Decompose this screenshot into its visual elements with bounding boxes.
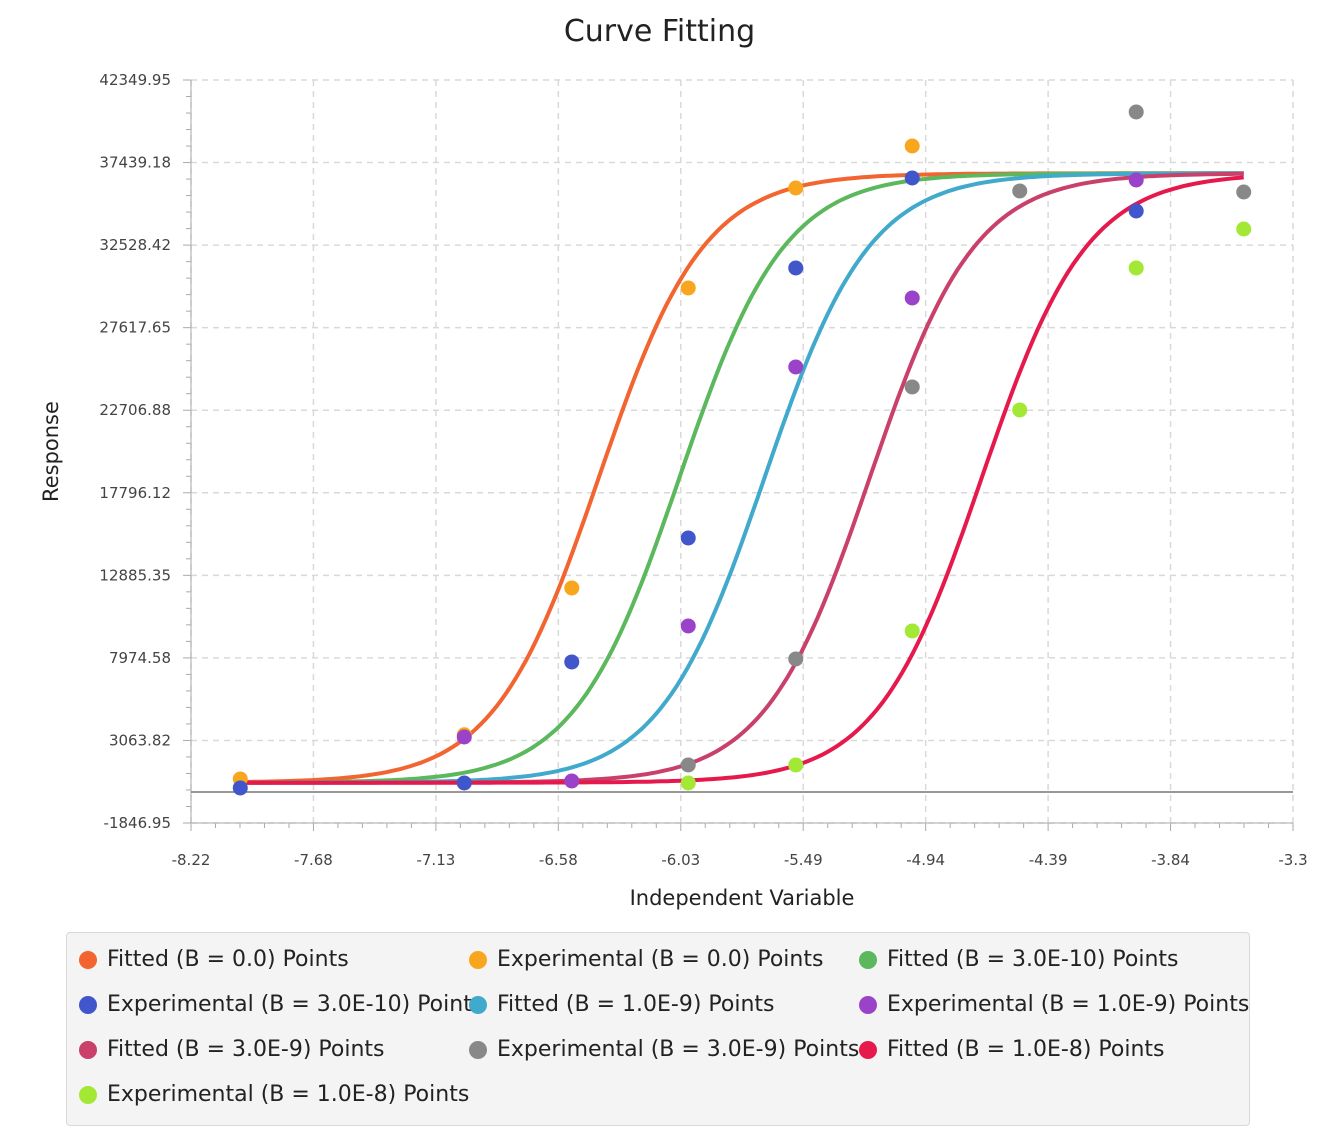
y-tick-label: 27617.65 [99,319,171,337]
legend-marker-icon [859,950,877,969]
legend-marker-icon [79,950,97,969]
x-tick-label: -5.49 [784,851,823,869]
data-point-series-1 [564,580,580,596]
data-point-series-3 [904,170,920,186]
data-point-series-3 [1128,203,1144,219]
data-point-series-7 [1236,184,1252,200]
data-point-series-5 [1128,172,1144,188]
legend-marker-icon [469,995,487,1014]
legend-item[interactable]: Fitted (B = 3.0E-10) Points [859,947,1179,972]
y-tick-label: 12885.35 [99,566,171,584]
data-point-series-1 [680,280,696,296]
data-point-series-3 [680,530,696,546]
data-point-series-9 [680,775,696,791]
legend-item[interactable]: Fitted (B = 0.0) Points [79,947,349,972]
data-point-series-3 [788,260,804,276]
data-point-series-9 [1128,260,1144,276]
data-point-series-7 [904,379,920,395]
x-tick-label: -4.39 [1029,851,1068,869]
legend-item[interactable]: Experimental (B = 3.0E-10) Points [79,992,483,1017]
legend-label: Fitted (B = 1.0E-8) Points [887,1037,1165,1062]
fitted-curve-6 [240,171,1244,785]
x-tick-label: -7.13 [416,851,455,869]
legend-label: Experimental (B = 1.0E-8) Points [107,1082,470,1107]
legend-label: Experimental (B = 3.0E-10) Points [107,992,484,1017]
chart-title: Curve Fitting [563,14,756,49]
data-point-series-9 [1012,402,1028,418]
legend-label: Experimental (B = 0.0) Points [497,947,824,972]
y-axis-label: Response [39,401,63,502]
data-point-series-3 [564,654,580,670]
x-tick-label: -3.84 [1151,851,1190,869]
legend: Fitted (B = 0.0) Points Experimental (B =… [66,932,1250,1126]
legend-item[interactable]: Experimental (B = 0.0) Points [469,947,823,972]
legend-label: Fitted (B = 1.0E-9) Points [497,992,775,1017]
legend-label: Fitted (B = 3.0E-9) Points [107,1037,385,1062]
x-tick-label: -6.03 [661,851,700,869]
x-tick-label: -8.22 [172,851,211,869]
legend-item[interactable]: Fitted (B = 1.0E-9) Points [469,992,775,1017]
legend-item[interactable]: Experimental (B = 1.0E-9) Points [859,992,1249,1017]
data-point-series-5 [904,290,920,306]
data-point-series-3 [456,775,472,791]
fitted-curve-8 [240,175,1244,785]
legend-marker-icon [469,1040,487,1059]
legend-item[interactable]: Fitted (B = 1.0E-8) Points [859,1037,1165,1062]
x-axis-label: Independent Variable [630,886,855,910]
data-point-series-1 [788,180,804,196]
plot-area: -8.22 -7.68 -7.13 -6.58 -6.03 -5.49 -4.94 -4.39… [39,71,1308,910]
y-tick-label: 17796.12 [99,484,171,502]
legend-item[interactable]: Experimental (B = 1.0E-8) Points [79,1082,469,1107]
legend-marker-icon [469,950,487,969]
x-tick-label: -4.94 [906,851,945,869]
fitted-curve-4 [240,171,1244,785]
legend-marker-icon [859,1040,877,1059]
data-point-series-5 [564,773,580,789]
legend-marker-icon [79,995,97,1014]
y-tick-label: 7974.58 [109,649,171,667]
y-tick-label: 22706.88 [99,401,171,419]
data-point-series-9 [788,757,804,773]
legend-marker-icon [79,1040,97,1059]
legend-item[interactable]: Fitted (B = 3.0E-9) Points [79,1037,385,1062]
x-tick-label: -3.3 [1278,851,1307,869]
data-point-series-3 [232,780,248,796]
fitted-curve-2 [240,171,1244,785]
data-point-series-7 [1012,183,1028,199]
legend-label: Experimental (B = 1.0E-9) Points [887,992,1250,1017]
legend-item[interactable]: Experimental (B = 3.0E-9) Points [469,1037,859,1062]
data-point-series-5 [680,618,696,634]
y-tick-label: -1846.95 [104,814,171,832]
legend-marker-icon [859,995,877,1014]
y-tick-label: 37439.18 [99,154,171,172]
data-point-series-7 [788,651,804,667]
y-tick-label: 42349.95 [99,71,171,89]
x-tick-label: -6.58 [539,851,578,869]
data-point-series-5 [788,359,804,375]
fitted-curve-0 [240,171,1244,784]
y-tick-label: 32528.42 [99,236,171,254]
data-point-series-7 [680,757,696,773]
legend-label: Fitted (B = 3.0E-10) Points [887,947,1179,972]
data-point-series-1 [904,138,920,154]
legend-label: Fitted (B = 0.0) Points [107,947,349,972]
data-point-series-5 [456,729,472,745]
data-point-series-9 [1236,221,1252,237]
y-tick-label: 3063.82 [109,731,171,749]
legend-marker-icon [79,1085,97,1104]
data-point-series-9 [904,623,920,639]
x-tick-label: -7.68 [294,851,333,869]
data-point-series-7 [1128,104,1144,120]
legend-label: Experimental (B = 3.0E-9) Points [497,1037,860,1062]
